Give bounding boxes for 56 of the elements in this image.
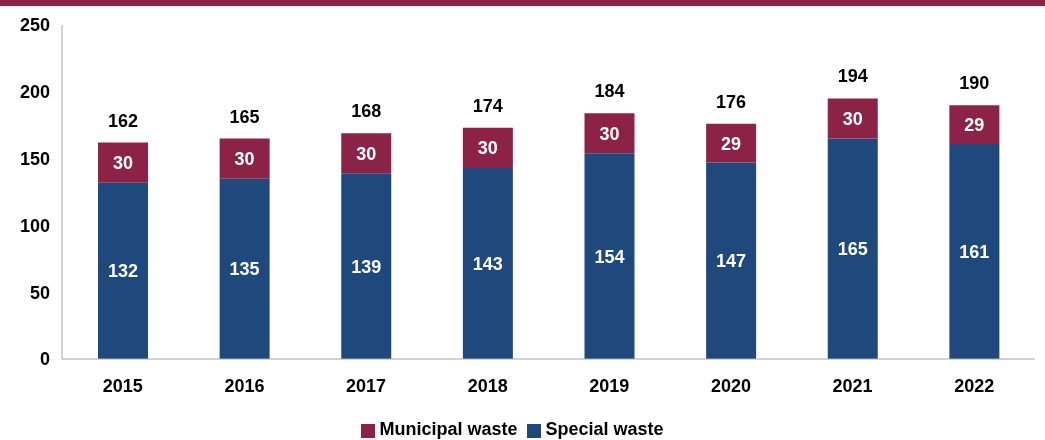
y-tick-label: 250 [19,15,50,36]
bar [584,153,635,359]
x-tick-label: 2019 [589,375,630,396]
bar [341,133,392,174]
data-label: 30 [356,143,377,164]
data-label: 132 [107,261,139,282]
data-label: 30 [477,138,498,159]
bar [827,98,878,139]
x-tick-label: 2016 [224,375,265,396]
legend-label: Municipal waste [379,419,518,439]
data-label: 30 [842,108,863,129]
y-tick-label: 0 [39,349,50,370]
bar [949,105,1000,144]
x-tick-label: 2018 [467,375,508,396]
data-label: 30 [234,148,255,169]
bar [98,182,148,359]
total-label: 162 [107,110,139,131]
data-label: 139 [351,256,382,277]
data-label: 30 [599,123,620,144]
y-tick-label: 200 [19,82,50,103]
x-tick-label: 2020 [710,375,751,396]
x-tick-label: 2015 [102,375,143,396]
bar [827,138,878,359]
bar [219,138,270,179]
data-label: 143 [472,253,503,274]
total-label: 184 [594,81,625,102]
data-label: 29 [964,114,985,135]
bar [584,113,635,154]
total-label: 168 [351,101,382,122]
total-label: 194 [837,66,868,87]
total-label: 176 [716,91,747,112]
data-label: 30 [112,153,134,173]
bar [706,123,757,163]
bar [219,178,270,359]
total-label: 165 [229,106,260,127]
legend-label: Special waste [545,419,664,439]
y-tick-label: 100 [19,215,50,236]
total-label: 190 [959,73,990,94]
bar [341,173,392,359]
x-tick-label: 2021 [832,375,873,396]
bar [462,167,513,359]
y-tick-label: 150 [19,148,50,169]
data-label: 154 [594,246,625,267]
data-label: 135 [229,259,260,280]
x-tick-label: 2017 [346,375,387,396]
total-label: 174 [472,95,503,116]
data-label: 165 [837,239,868,260]
bar [706,162,757,359]
bar [462,127,513,168]
x-tick-label: 2022 [954,375,995,396]
data-label: 147 [716,251,747,272]
y-tick-label: 50 [29,282,50,303]
data-label: 29 [721,133,742,154]
bar [949,143,1000,359]
bar [98,142,148,183]
data-label: 161 [959,241,990,262]
